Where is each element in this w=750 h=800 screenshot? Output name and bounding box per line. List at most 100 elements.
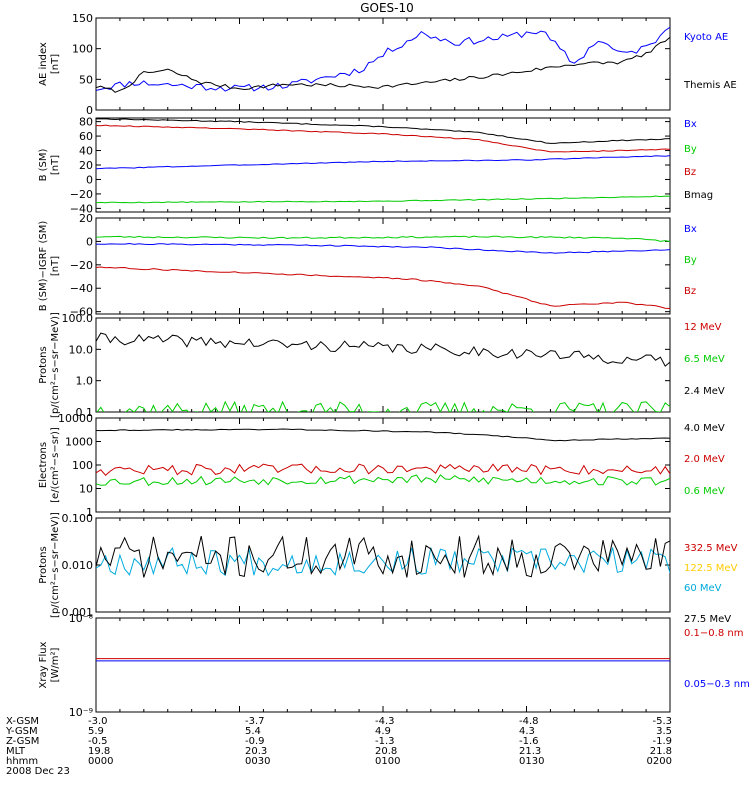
date-label: 2008 Dec 23 <box>6 766 70 777</box>
y-tick-label: 10.0 <box>69 343 94 356</box>
y-tick-label: −20 <box>70 259 93 272</box>
legend-entry: 0.1−0.8 nm <box>684 628 743 639</box>
series-line-4-0-mev <box>96 428 670 442</box>
series-line-kyoto-ae <box>96 26 670 92</box>
ephemeris-row-name: hhmm <box>6 756 39 767</box>
y-tick-label: 1.0 <box>76 375 94 388</box>
y-axis-label: [nT] <box>50 155 61 175</box>
ephemeris-value: -3.0 <box>88 716 108 727</box>
ephemeris-value: 0200 <box>646 756 672 767</box>
series-line-bz <box>96 266 670 309</box>
ephemeris-value: 0100 <box>375 756 401 767</box>
y-tick-label: 1 <box>86 506 93 519</box>
legend-entry: 0.05−0.3 nm <box>684 679 750 690</box>
y-tick-label: 0.001 <box>62 606 94 619</box>
legend-entry: 6.5 MeV <box>684 354 725 365</box>
y-axis-label: AE index <box>38 42 49 86</box>
legend-entry: Bz <box>684 167 696 178</box>
legend-entry: Themis AE <box>683 80 737 91</box>
y-tick-label: 10 <box>79 483 93 496</box>
legend-entry: Bz <box>684 286 696 297</box>
legend-entry: Bmag <box>684 190 713 201</box>
y-tick-label: 100 <box>72 43 93 56</box>
ephemeris-value: -4.3 <box>375 716 395 727</box>
y-tick-label: 50 <box>79 73 93 86</box>
y-tick-label: 20 <box>79 159 93 172</box>
series-line-60-mev <box>96 546 670 577</box>
ephemeris-value: 20.3 <box>245 746 268 757</box>
legend-entry: 60 MeV <box>684 583 722 594</box>
legend-entry: 332.5 MeV <box>684 543 738 554</box>
legend-entry: 12 MeV <box>684 322 722 333</box>
y-tick-label: −20 <box>70 188 93 201</box>
ephemeris-value: -1.6 <box>519 736 539 747</box>
chart-title: GOES-10 <box>360 1 414 15</box>
ephemeris-value: 5.4 <box>245 726 261 737</box>
legend-entry: 2.0 MeV <box>684 454 725 465</box>
ephemeris-value: -1.9 <box>652 736 672 747</box>
y-axis-label: [nT] <box>50 54 61 74</box>
y-tick-label: 20 <box>79 212 93 225</box>
y-tick-label: −40 <box>70 282 93 295</box>
y-tick-label: 0 <box>86 173 93 186</box>
y-axis-label: B (SM) <box>38 148 49 181</box>
legend-entry: 27.5 MeV <box>684 614 731 625</box>
y-tick-label: 40 <box>79 145 93 158</box>
y-axis-label: Electrons <box>38 442 49 488</box>
panel-7: 10⁻⁸ 10⁻⁹ Xray Flux [W/m²] 0.1−0.8 nm 0.05−0.… <box>38 612 750 719</box>
y-tick-label: 10⁻⁹ <box>69 706 93 719</box>
panel-1: 0 50 100 150 AE index [nT] Kyoto AE Themis AE <box>38 12 737 117</box>
y-tick-label: 1000 <box>65 436 93 449</box>
series-line-bx <box>96 155 670 170</box>
ephemeris-value: 20.8 <box>375 746 398 757</box>
ephemeris-value: 4.3 <box>519 726 535 737</box>
ephemeris-value: -0.9 <box>245 736 265 747</box>
y-tick-label: 0.1 <box>76 406 94 419</box>
ephemeris-value: -0.5 <box>88 736 108 747</box>
ephemeris-row-name: Z-GSM <box>6 736 40 747</box>
y-tick-label: 80 <box>79 116 93 129</box>
ephemeris-value: 4.9 <box>375 726 391 737</box>
series-line-by <box>96 235 670 242</box>
legend-entry: 122.5 MeV <box>684 563 738 574</box>
legend-entry: By <box>684 255 697 266</box>
legend-entry: 0.6 MeV <box>684 486 725 497</box>
y-axis-label: Protons <box>38 346 49 383</box>
y-tick-label: 150 <box>72 12 93 25</box>
y-axis-label: Protons <box>38 546 49 583</box>
ephemeris-value: 19.8 <box>88 746 111 757</box>
y-tick-label: 10000 <box>58 412 93 425</box>
panel-6: 0.100 0.010 0.001 Protons [p/(cm²−s−sr−MeV)]… <box>38 512 738 625</box>
y-tick-label: 60 <box>79 130 93 143</box>
series-line-by <box>96 195 670 204</box>
ephemeris-value: -4.8 <box>519 716 539 727</box>
ephemeris-value: -5.3 <box>652 716 672 727</box>
y-axis-label: [W/m²] <box>50 647 61 682</box>
ephemeris-value: 0130 <box>519 756 545 767</box>
series-line-6-5-mev <box>96 400 670 412</box>
ephemeris-row-name: Y-GSM <box>6 726 38 737</box>
ephemeris-value: -3.7 <box>245 716 265 727</box>
y-tick-label: 100.0 <box>62 312 94 325</box>
panel-4: 100.0 10.0 1.0 0.1 Protons [p/(cm²−s−sr−MeV)]… <box>38 312 725 419</box>
y-tick-label: −60 <box>70 306 93 319</box>
legend-entry: 2.4 MeV <box>684 386 725 397</box>
y-tick-label: 0.100 <box>62 512 94 525</box>
y-axis-label: [nT] <box>50 256 61 276</box>
panel-3: 20 0 −20 −40 −60 B (SM)−IGRF (SM) [nT] Bx By Bz <box>38 212 697 319</box>
legend-entry: By <box>684 144 697 155</box>
ephemeris-value: 5.9 <box>88 726 104 737</box>
y-tick-label: −40 <box>70 202 93 215</box>
series-line-bx <box>96 242 670 254</box>
y-axis-label: [p/(cm²−s−sr−MeV)] <box>50 512 61 618</box>
series-line-bz <box>96 124 670 153</box>
panel-frame <box>95 217 671 315</box>
legend-entry: Kyoto AE <box>684 32 728 43</box>
panel-5: 10000 1000 100 10 1 Electrons [e/(cm²−s−sr)] 4.… <box>38 412 725 519</box>
ephemeris-row-name: X-GSM <box>6 716 40 727</box>
series-line-2-0-mev <box>96 463 670 477</box>
y-tick-label: 10⁻⁸ <box>69 612 94 625</box>
series-line-0-6-mev <box>96 474 670 487</box>
